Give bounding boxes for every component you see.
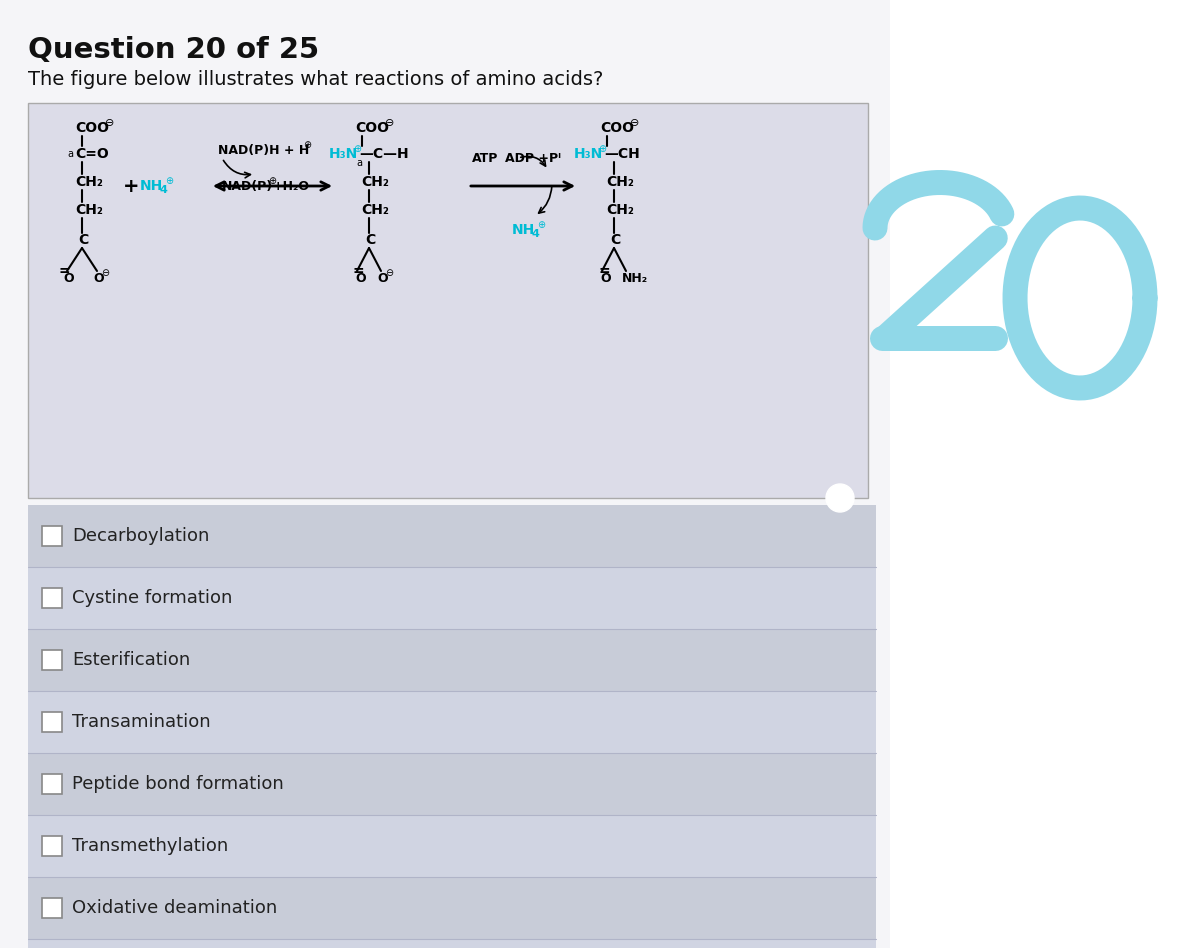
Text: +H₂O: +H₂O [274, 179, 310, 192]
Bar [42, 898, 62, 918]
Text: ⊕: ⊕ [538, 220, 545, 230]
Text: H₃N: H₃N [574, 147, 604, 161]
Text: ADP +Pᴵ: ADP +Pᴵ [505, 152, 562, 165]
Bar [42, 650, 62, 670]
Text: a: a [356, 158, 362, 168]
Text: H₃N: H₃N [329, 147, 359, 161]
Bar [42, 712, 62, 732]
Bar [42, 526, 62, 546]
Text: Peptide bond formation: Peptide bond formation [72, 775, 283, 793]
Text: ⊕: ⊕ [302, 140, 311, 150]
Text: CH₂: CH₂ [361, 203, 389, 217]
Text: CH₂: CH₂ [606, 203, 634, 217]
Text: ⊖: ⊖ [385, 118, 395, 128]
Text: Oxidative deamination: Oxidative deamination [72, 899, 277, 917]
Text: —C—H: —C—H [359, 147, 409, 161]
Text: 4: 4 [530, 229, 539, 239]
Text: C: C [365, 233, 376, 247]
Text: Cystine formation: Cystine formation [72, 589, 233, 607]
Text: NH: NH [512, 223, 535, 237]
Text: Transamination: Transamination [72, 713, 211, 731]
Bar [42, 774, 62, 794]
Text: Esterification: Esterification [72, 651, 191, 669]
Text: CH₂: CH₂ [606, 175, 634, 189]
Text: C=O: C=O [74, 147, 109, 161]
Bar [0, 0, 890, 948]
Text: +: + [124, 176, 139, 195]
Text: ⊕: ⊕ [598, 144, 606, 154]
Text: —CH: —CH [604, 147, 640, 161]
Text: ⊖: ⊖ [630, 118, 640, 128]
Text: ATP: ATP [472, 152, 498, 165]
Text: O: O [355, 271, 366, 284]
Text: ⊖: ⊖ [106, 118, 114, 128]
Text: a: a [67, 149, 73, 159]
Bar [28, 939, 876, 948]
Text: NAD(P)H + H: NAD(P)H + H [218, 143, 310, 156]
Bar [28, 877, 876, 939]
Text: COO: COO [600, 121, 634, 135]
Circle shape [826, 484, 854, 512]
Text: 4: 4 [158, 185, 167, 195]
Text: ⊕: ⊕ [166, 176, 173, 186]
Bar [28, 691, 876, 753]
Text: NH: NH [140, 179, 163, 193]
Text: ⊖: ⊖ [101, 268, 109, 278]
Bar [28, 629, 876, 691]
Text: O: O [377, 271, 388, 284]
Text: COO: COO [74, 121, 109, 135]
Text: CH₂: CH₂ [361, 175, 389, 189]
Text: Question 20 of 25: Question 20 of 25 [28, 36, 319, 64]
Text: =: = [598, 264, 610, 278]
Text: Decarboylation: Decarboylation [72, 527, 209, 545]
Text: The figure below illustrates what reactions of amino acids?: The figure below illustrates what reacti… [28, 70, 604, 89]
Bar [28, 505, 876, 567]
Text: C: C [78, 233, 89, 247]
Text: Transmethylation: Transmethylation [72, 837, 228, 855]
Bar [28, 815, 876, 877]
Text: =: = [353, 264, 365, 278]
Bar [42, 588, 62, 608]
Text: ⊕: ⊕ [268, 176, 276, 186]
Text: COO: COO [355, 121, 389, 135]
Bar [28, 753, 876, 815]
Text: O: O [94, 271, 103, 284]
Text: CH₂: CH₂ [74, 175, 103, 189]
Text: CH₂: CH₂ [74, 203, 103, 217]
Bar [28, 567, 876, 629]
Text: ⊖: ⊖ [385, 268, 394, 278]
Bar [28, 103, 868, 498]
Text: C: C [610, 233, 620, 247]
Text: O: O [600, 271, 611, 284]
Text: NH₂: NH₂ [622, 271, 648, 284]
Text: =: = [59, 264, 71, 278]
Bar [42, 836, 62, 856]
Text: NAD(P): NAD(P) [222, 179, 274, 192]
Text: ⊕: ⊕ [353, 144, 361, 154]
Text: O: O [64, 271, 73, 284]
